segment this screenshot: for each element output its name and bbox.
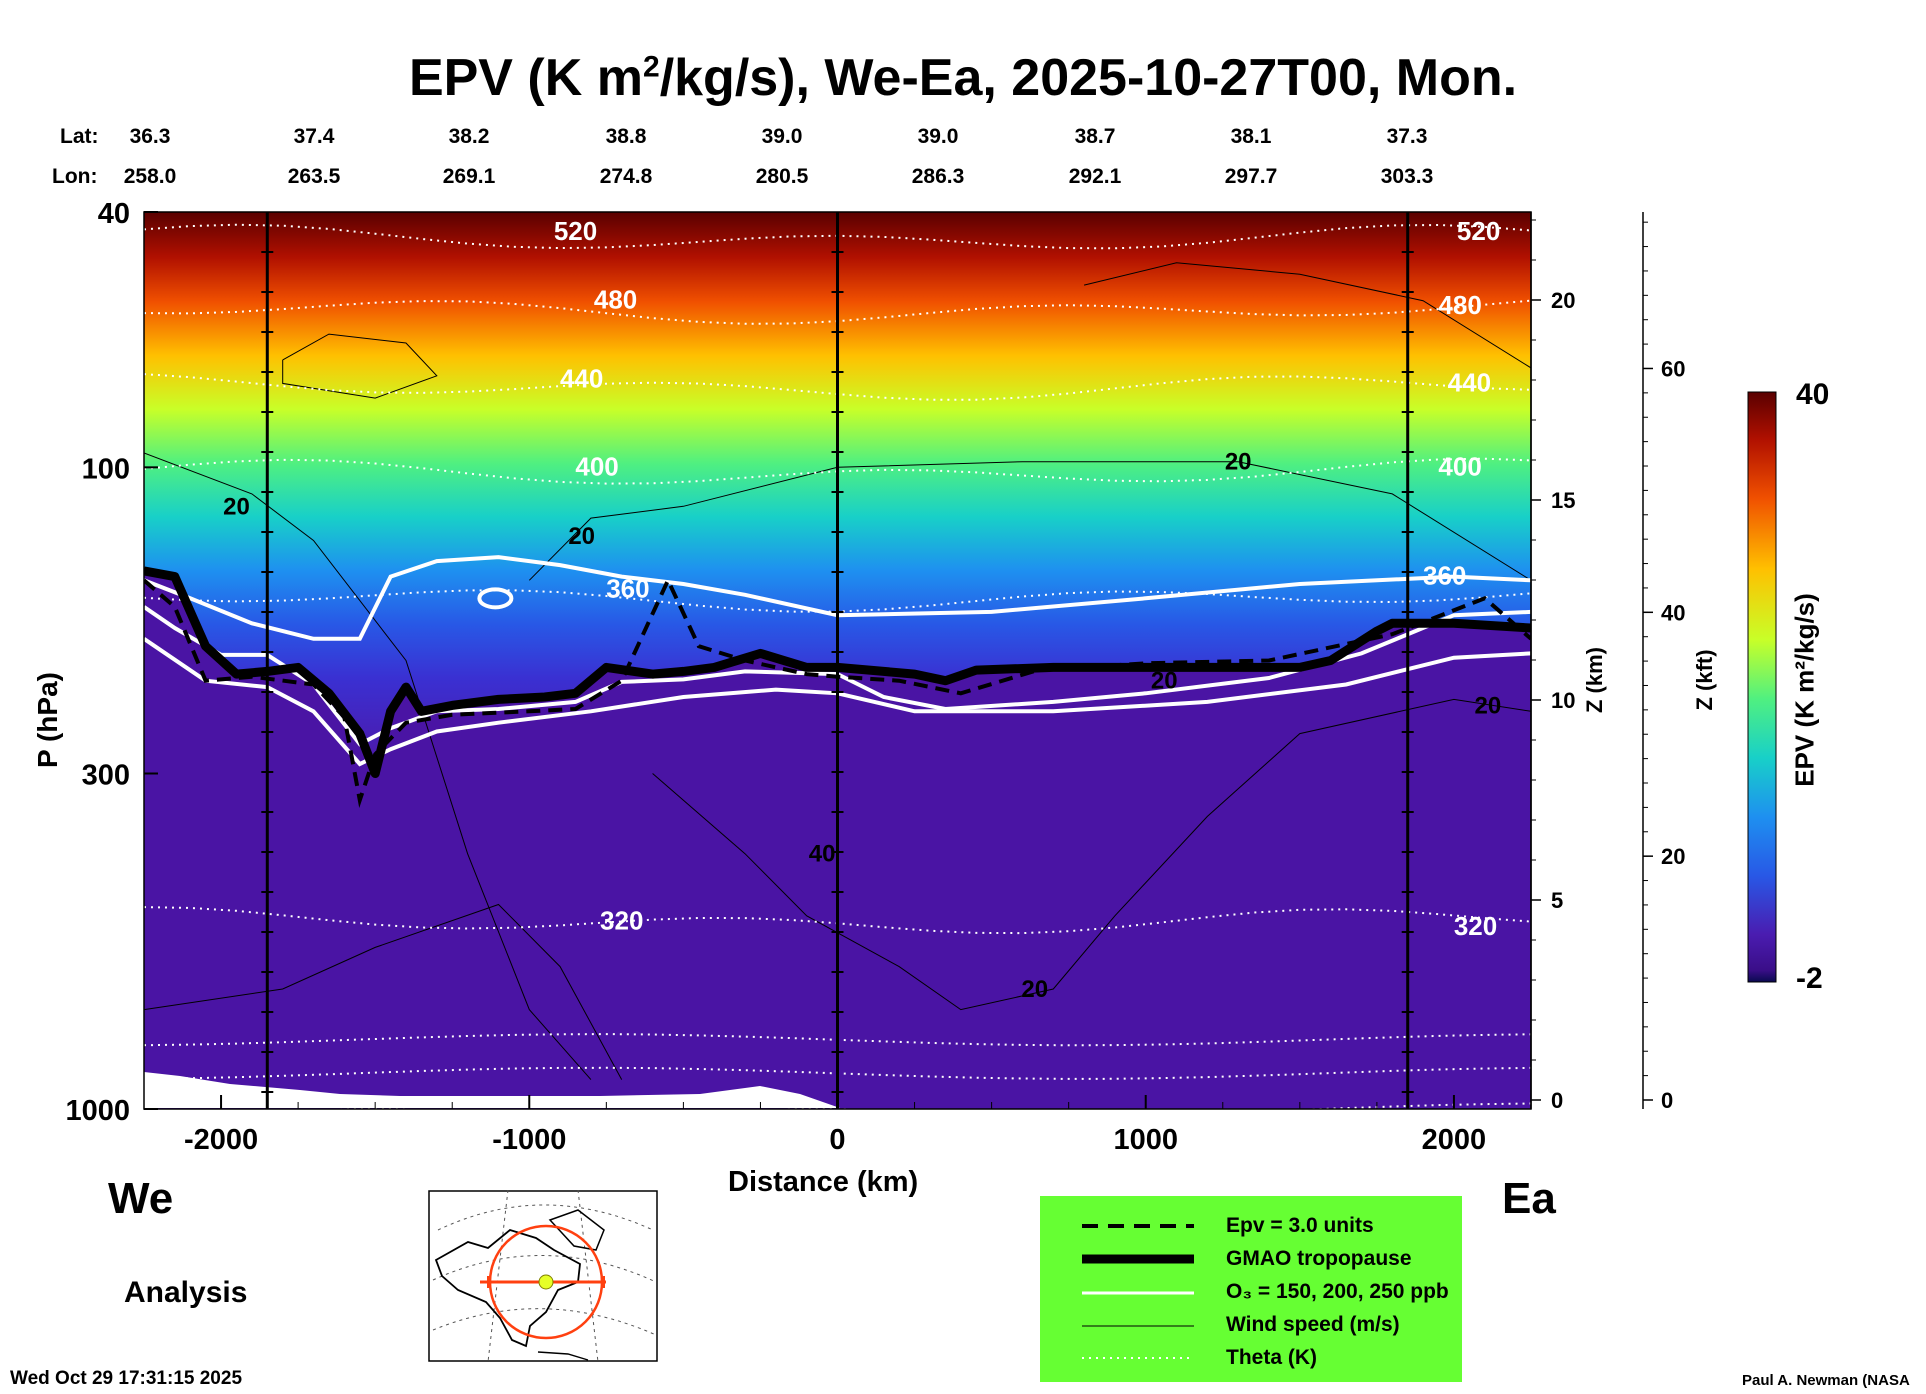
wind-speed-label: 20 [1151,668,1178,695]
epv-3unit-contour [144,575,1531,809]
z-km-tick-label: 0 [1551,1088,1563,1113]
colorbar [1747,391,1777,983]
x-tick-label: 2000 [1422,1124,1487,1156]
wind-speed-contour [144,452,592,1080]
z-km-tick-label: 5 [1551,888,1563,913]
lon-value: 297.7 [1224,165,1278,188]
lon-value: 263.5 [287,165,341,188]
z-km-title: Z (km) [1582,647,1607,713]
z-km-tick-label: 10 [1551,688,1575,713]
z-kft-tick-label: 60 [1661,356,1685,381]
p-tick-label: 40 [98,198,130,230]
chart-title: EPV (K m2/kg/s), We-Ea, 2025-10-27T00, M… [408,49,1518,107]
x-tick-label: -1000 [492,1124,566,1156]
legend-item-label: O₃ = 150, 200, 250 ppb [1226,1280,1449,1303]
p-tick-label: 100 [82,453,130,485]
theta-label: 320 [1454,911,1497,941]
lon-value: 274.8 [599,165,653,188]
z-km-tick-label: 20 [1551,288,1575,313]
theta-label: 440 [560,364,603,394]
lat-value: 37.4 [293,125,335,148]
legend-item-label: GMAO tropopause [1226,1247,1412,1270]
z-km-title-wrap: Z (km) [1570,620,1620,740]
theta-contour-line [144,223,1531,250]
legend-swatches [1040,1196,1462,1382]
x-tick-label: -2000 [184,1124,258,1156]
p-tick-label: 1000 [65,1095,130,1127]
lat-value: 38.2 [448,125,490,148]
z-km-tick-label: 15 [1551,488,1575,513]
x-axis-title: Distance (km) [728,1166,919,1198]
wind-speed-contour [528,461,1531,581]
lat-value: 39.0 [761,125,803,148]
legend-item-label: Theta (K) [1226,1346,1317,1369]
theta-label: 400 [575,451,618,481]
ozone-contour-loop [477,587,514,610]
z-kft-tick-label: 0 [1661,1088,1673,1113]
wind-speed-label: 20 [1021,976,1048,1003]
lat-value: 37.3 [1386,125,1428,148]
z-kft-title: Z (kft) [1692,649,1717,711]
lat-value: 36.3 [129,125,171,148]
lon-value: 292.1 [1068,165,1122,188]
lon-value: 286.3 [911,165,965,188]
legend-item-label: Epv = 3.0 units [1226,1214,1374,1237]
colorbar-title: EPV (K m²/kg/s) [1789,593,1820,787]
colorbar-min-label: -2 [1796,962,1823,995]
east-label: Ea [1502,1174,1556,1223]
wind-speed-label: 40 [809,841,836,868]
credit: Paul A. Newman (NASA [1742,1372,1910,1389]
timestamp: Wed Oct 29 17:31:15 2025 [10,1368,243,1389]
ozone-contour-line [144,555,1531,641]
lat-value: 38.8 [605,125,647,148]
wind-speed-contour [1083,262,1531,369]
theta-label: 360 [1423,561,1466,591]
p-tick-label: 300 [82,759,130,791]
theta-label: 480 [594,285,637,315]
y-axis-title-wrap: P (hPa) [18,660,78,780]
lat-value: 39.0 [917,125,959,148]
theta-label: 320 [600,905,643,935]
surface-mask [144,1072,840,1108]
lat-label: Lat: [60,125,99,148]
theta-label: 400 [1438,451,1481,481]
theta-label: 520 [1457,216,1500,246]
y-axis-title: P (hPa) [32,672,63,768]
theta-label: 360 [606,573,649,603]
lat-value: 38.7 [1074,125,1116,148]
legend-item-label: Wind speed (m/s) [1226,1313,1400,1336]
lon-value: 280.5 [755,165,809,188]
theta-label: 480 [1438,290,1481,320]
theta-label: 520 [554,216,597,246]
analysis-label: Analysis [124,1276,248,1309]
wind-speed-label: 20 [568,523,595,550]
inset-map [428,1190,658,1362]
lon-value: 303.3 [1380,165,1434,188]
ozone-contour-line [144,637,1531,767]
wind-speed-label: 20 [223,493,250,520]
lon-value: 258.0 [123,165,177,188]
gmao-tropopause-line [144,566,1531,778]
legend-box: Epv = 3.0 units GMAO tropopause O₃ = 150, … [1040,1196,1462,1382]
wind-speed-label: 20 [1225,449,1252,476]
theta-contour-line [144,457,1531,485]
z-kft-tick-label: 40 [1661,600,1685,625]
wind-speed-contour [652,698,1531,1011]
colorbar-title-wrap: EPV (K m²/kg/s) [1780,560,1830,820]
z-kft-title-wrap: Z (kft) [1680,620,1730,740]
lon-value: 269.1 [442,165,496,188]
z-kft-tick-label: 20 [1661,844,1685,869]
wind-speed-label: 20 [1474,692,1501,719]
lon-label: Lon: [52,165,98,188]
lat-value: 38.1 [1230,125,1272,148]
x-tick-label: 1000 [1113,1124,1178,1156]
theta-label: 440 [1448,367,1491,397]
colorbar-max-label: 40 [1796,378,1830,411]
wind-speed-contour [282,333,438,399]
west-label: We [108,1174,174,1223]
x-tick-label: 0 [829,1124,845,1156]
wind-speed-contour [144,903,623,1080]
